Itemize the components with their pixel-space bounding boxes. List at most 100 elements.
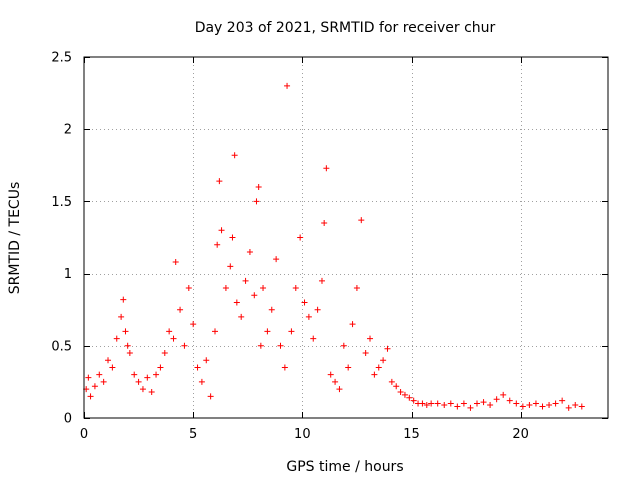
y-tick-label: 2.5 xyxy=(51,51,72,66)
data-point xyxy=(358,217,365,224)
data-point xyxy=(153,371,160,378)
data-point xyxy=(113,335,120,342)
data-point xyxy=(246,248,253,255)
data-point xyxy=(148,389,155,396)
data-point xyxy=(190,321,197,328)
data-point xyxy=(87,393,94,400)
data-point xyxy=(428,400,435,407)
data-point xyxy=(513,400,520,407)
data-point xyxy=(177,306,184,313)
data-point xyxy=(393,383,400,390)
data-point xyxy=(229,234,236,241)
y-tick-label: 1 xyxy=(64,267,72,282)
data-point xyxy=(118,313,125,320)
data-point xyxy=(139,386,146,393)
data-point xyxy=(218,227,225,234)
y-tick-label: 2 xyxy=(64,123,72,138)
data-point xyxy=(454,403,461,410)
data-point xyxy=(460,400,467,407)
data-point xyxy=(332,378,339,385)
plot-frame xyxy=(83,56,609,419)
data-point xyxy=(447,400,454,407)
x-tick-label: 10 xyxy=(294,427,311,442)
data-point xyxy=(277,342,284,349)
x-tick-label: 0 xyxy=(80,427,88,442)
data-point xyxy=(519,403,526,410)
data-point xyxy=(257,342,264,349)
data-point xyxy=(233,299,240,306)
data-point xyxy=(419,400,426,407)
data-point xyxy=(371,371,378,378)
data-point xyxy=(526,402,533,409)
x-tick-label: 20 xyxy=(512,427,529,442)
data-point xyxy=(539,403,546,410)
data-point xyxy=(397,389,404,396)
data-point xyxy=(467,404,474,411)
data-point xyxy=(284,82,291,89)
data-point xyxy=(327,371,334,378)
data-point xyxy=(268,306,275,313)
data-point xyxy=(144,374,151,381)
data-point xyxy=(203,357,210,364)
x-tick-label: 5 xyxy=(189,427,197,442)
data-point xyxy=(441,402,448,409)
data-point xyxy=(532,400,539,407)
x-tick-label: 15 xyxy=(403,427,420,442)
data-point xyxy=(212,328,218,335)
data-point xyxy=(135,378,142,385)
data-point xyxy=(166,328,173,335)
data-point xyxy=(185,285,192,292)
data-point xyxy=(157,364,164,371)
data-point xyxy=(126,350,133,357)
data-point xyxy=(109,364,116,371)
data-point xyxy=(198,378,205,385)
data-point xyxy=(131,371,138,378)
data-point xyxy=(264,328,271,335)
data-point xyxy=(434,400,441,407)
data-point xyxy=(281,364,288,371)
data-point xyxy=(565,404,572,411)
data-point xyxy=(120,296,127,303)
data-point xyxy=(85,374,92,381)
data-point xyxy=(388,378,395,385)
data-point xyxy=(362,350,369,357)
data-point xyxy=(170,335,177,342)
data-point xyxy=(292,285,299,292)
data-point xyxy=(375,364,382,371)
data-point xyxy=(323,165,330,172)
data-point xyxy=(546,402,553,409)
data-point xyxy=(500,391,507,398)
data-point xyxy=(301,299,308,306)
tick-labels: 0 5 10 15 20 0 0.5 1 1.5 2 2.5 xyxy=(51,51,529,443)
data-point xyxy=(251,292,258,299)
data-point xyxy=(297,234,304,241)
data-point xyxy=(207,393,214,400)
data-point xyxy=(231,152,238,159)
data-point xyxy=(340,342,347,349)
data-point xyxy=(214,241,221,248)
data-points xyxy=(83,82,585,411)
data-point xyxy=(105,357,112,364)
data-point xyxy=(578,403,585,410)
data-point xyxy=(367,335,374,342)
data-point xyxy=(122,328,129,335)
data-point xyxy=(423,402,430,409)
data-point xyxy=(336,386,343,393)
data-point xyxy=(559,397,566,404)
data-point xyxy=(572,402,579,409)
data-point xyxy=(406,394,413,401)
data-point xyxy=(91,383,98,390)
data-point xyxy=(305,313,312,320)
data-point xyxy=(384,345,391,352)
y-tick-label: 1.5 xyxy=(51,195,72,210)
data-point xyxy=(96,371,103,378)
data-point xyxy=(124,342,131,349)
data-point xyxy=(222,285,229,292)
data-point xyxy=(255,183,262,190)
data-point xyxy=(493,396,500,403)
data-point xyxy=(273,256,280,263)
data-point xyxy=(227,263,234,270)
data-point xyxy=(506,397,513,404)
